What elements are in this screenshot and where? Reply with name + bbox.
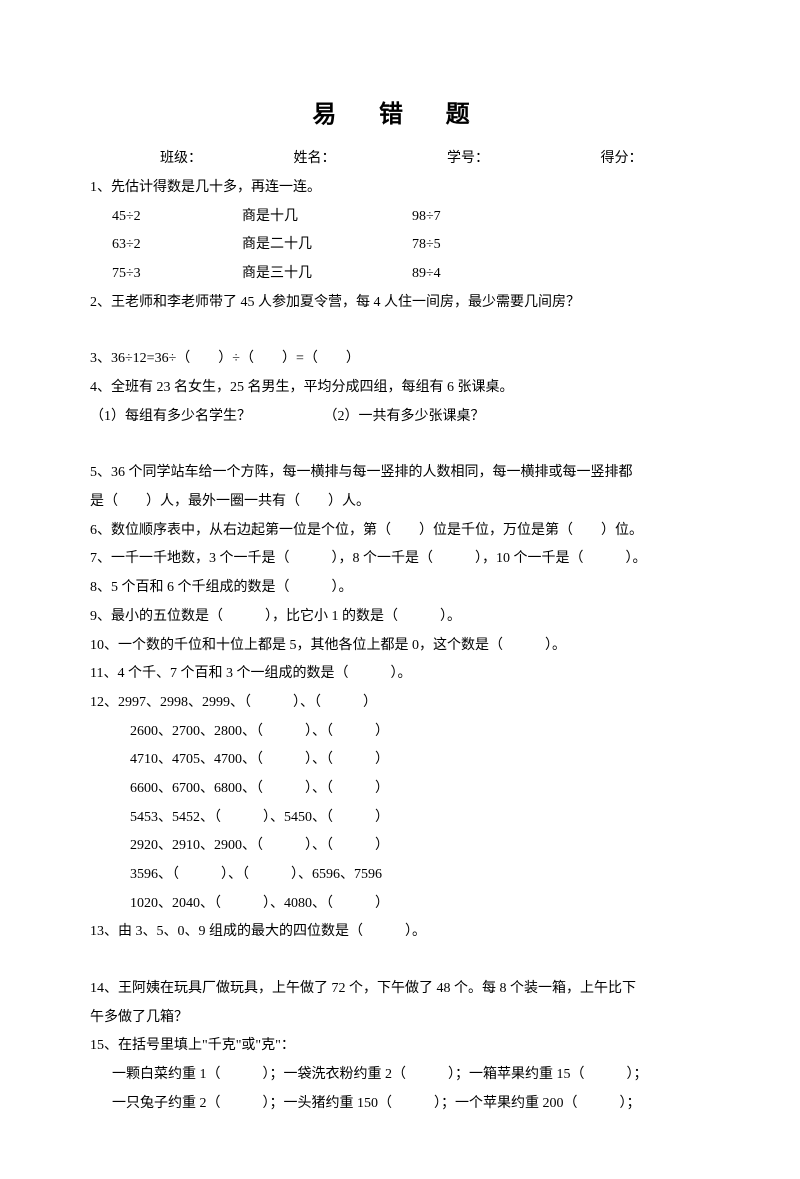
label-name: 姓名： xyxy=(294,145,444,174)
q12-line: 2920、2910、2900、（ ）、（ ） xyxy=(90,832,710,861)
q14-line2: 午多做了几箱？ xyxy=(90,1004,710,1033)
q1-cell: 商是十几 xyxy=(242,203,412,232)
q4-stem: 4、全班有 23 名女生，25 名男生，平均分成四组，每组有 6 张课桌。 xyxy=(90,374,710,403)
q12-line: 6600、6700、6800、（ ）、（ ） xyxy=(90,775,710,804)
q10: 10、一个数的千位和十位上都是 5，其他各位上都是 0，这个数是（ ）。 xyxy=(90,632,710,661)
blank-space xyxy=(90,947,710,975)
blank-space xyxy=(90,431,710,459)
q3: 3、36÷12=36÷（ ）÷（ ）=（ ） xyxy=(90,345,710,374)
q1-cell: 45÷2 xyxy=(112,203,242,232)
q9: 9、最小的五位数是（ ），比它小 1 的数是（ ）。 xyxy=(90,603,710,632)
q12-stem: 12、2997、2998、2999、（ ）、（ ） xyxy=(90,689,710,718)
q6: 6、数位顺序表中，从右边起第一位是个位，第（ ）位是千位，万位是第（ ）位。 xyxy=(90,517,710,546)
q1-cell: 63÷2 xyxy=(112,231,242,260)
q12-line: 3596、（ ）、（ ）、6596、7596 xyxy=(90,861,710,890)
page-title: 易 错 题 xyxy=(90,90,710,139)
q2: 2、王老师和李老师带了 45 人参加夏令营，每 4 人住一间房，最少需要几间房？ xyxy=(90,289,710,318)
q1-row: 45÷2 商是十几 98÷7 xyxy=(90,203,710,232)
q1-cell: 89÷4 xyxy=(412,260,441,289)
q1-cell: 商是二十几 xyxy=(242,231,412,260)
q12-line: 4710、4705、4700、（ ）、（ ） xyxy=(90,746,710,775)
q7: 7、一千一千地数，3 个一千是（ ），8 个一千是（ ），10 个一千是（ ）。 xyxy=(90,545,710,574)
q11: 11、4 个千、7 个百和 3 个一组成的数是（ ）。 xyxy=(90,660,710,689)
q8: 8、5 个百和 6 个千组成的数是（ ）。 xyxy=(90,574,710,603)
q1-cell: 商是三十几 xyxy=(242,260,412,289)
q14-line1: 14、王阿姨在玩具厂做玩具，上午做了 72 个，下午做了 48 个。每 8 个装… xyxy=(90,975,710,1004)
q4-sub2: （2）一共有多少张课桌？ xyxy=(324,409,485,424)
q15-stem: 15、在括号里填上"千克"或"克"： xyxy=(90,1032,710,1061)
q4-subs: （1）每组有多少名学生？ （2）一共有多少张课桌？ xyxy=(90,403,710,432)
q1-cell: 78÷5 xyxy=(412,231,441,260)
q1-stem: 1、先估计得数是几十多，再连一连。 xyxy=(90,174,710,203)
label-score: 得分： xyxy=(601,145,643,174)
q12-line: 5453、5452、（ ）、5450、（ ） xyxy=(90,804,710,833)
worksheet-page: 易 错 题 班级： 姓名： 学号： 得分： 1、先估计得数是几十多，再连一连。 … xyxy=(0,0,800,1179)
blank-space xyxy=(90,317,710,345)
student-info-row: 班级： 姓名： 学号： 得分： xyxy=(90,145,710,174)
q15-line2: 一只兔子约重 2（ ）；一头猪约重 150（ ）；一个苹果约重 200（ ）； xyxy=(90,1090,710,1119)
q1-row: 63÷2 商是二十几 78÷5 xyxy=(90,231,710,260)
q1-row: 75÷3 商是三十几 89÷4 xyxy=(90,260,710,289)
q5-line2: 是（ ）人，最外一圈一共有（ ）人。 xyxy=(90,488,710,517)
q12-line: 1020、2040、（ ）、4080、（ ） xyxy=(90,890,710,919)
q5-line1: 5、36 个同学站车给一个方阵，每一横排与每一竖排的人数相同，每一横排或每一竖排… xyxy=(90,459,710,488)
q1-cell: 98÷7 xyxy=(412,203,441,232)
q1-cell: 75÷3 xyxy=(112,260,242,289)
q13: 13、由 3、5、0、9 组成的最大的四位数是（ ）。 xyxy=(90,918,710,947)
q4-sub1: （1）每组有多少名学生？ xyxy=(90,403,320,432)
q12-line: 2600、2700、2800、（ ）、（ ） xyxy=(90,718,710,747)
label-id: 学号： xyxy=(447,145,597,174)
q15-line1: 一颗白菜约重 1（ ）；一袋洗衣粉约重 2（ ）；一箱苹果约重 15（ ）； xyxy=(90,1061,710,1090)
label-class: 班级： xyxy=(160,145,290,174)
